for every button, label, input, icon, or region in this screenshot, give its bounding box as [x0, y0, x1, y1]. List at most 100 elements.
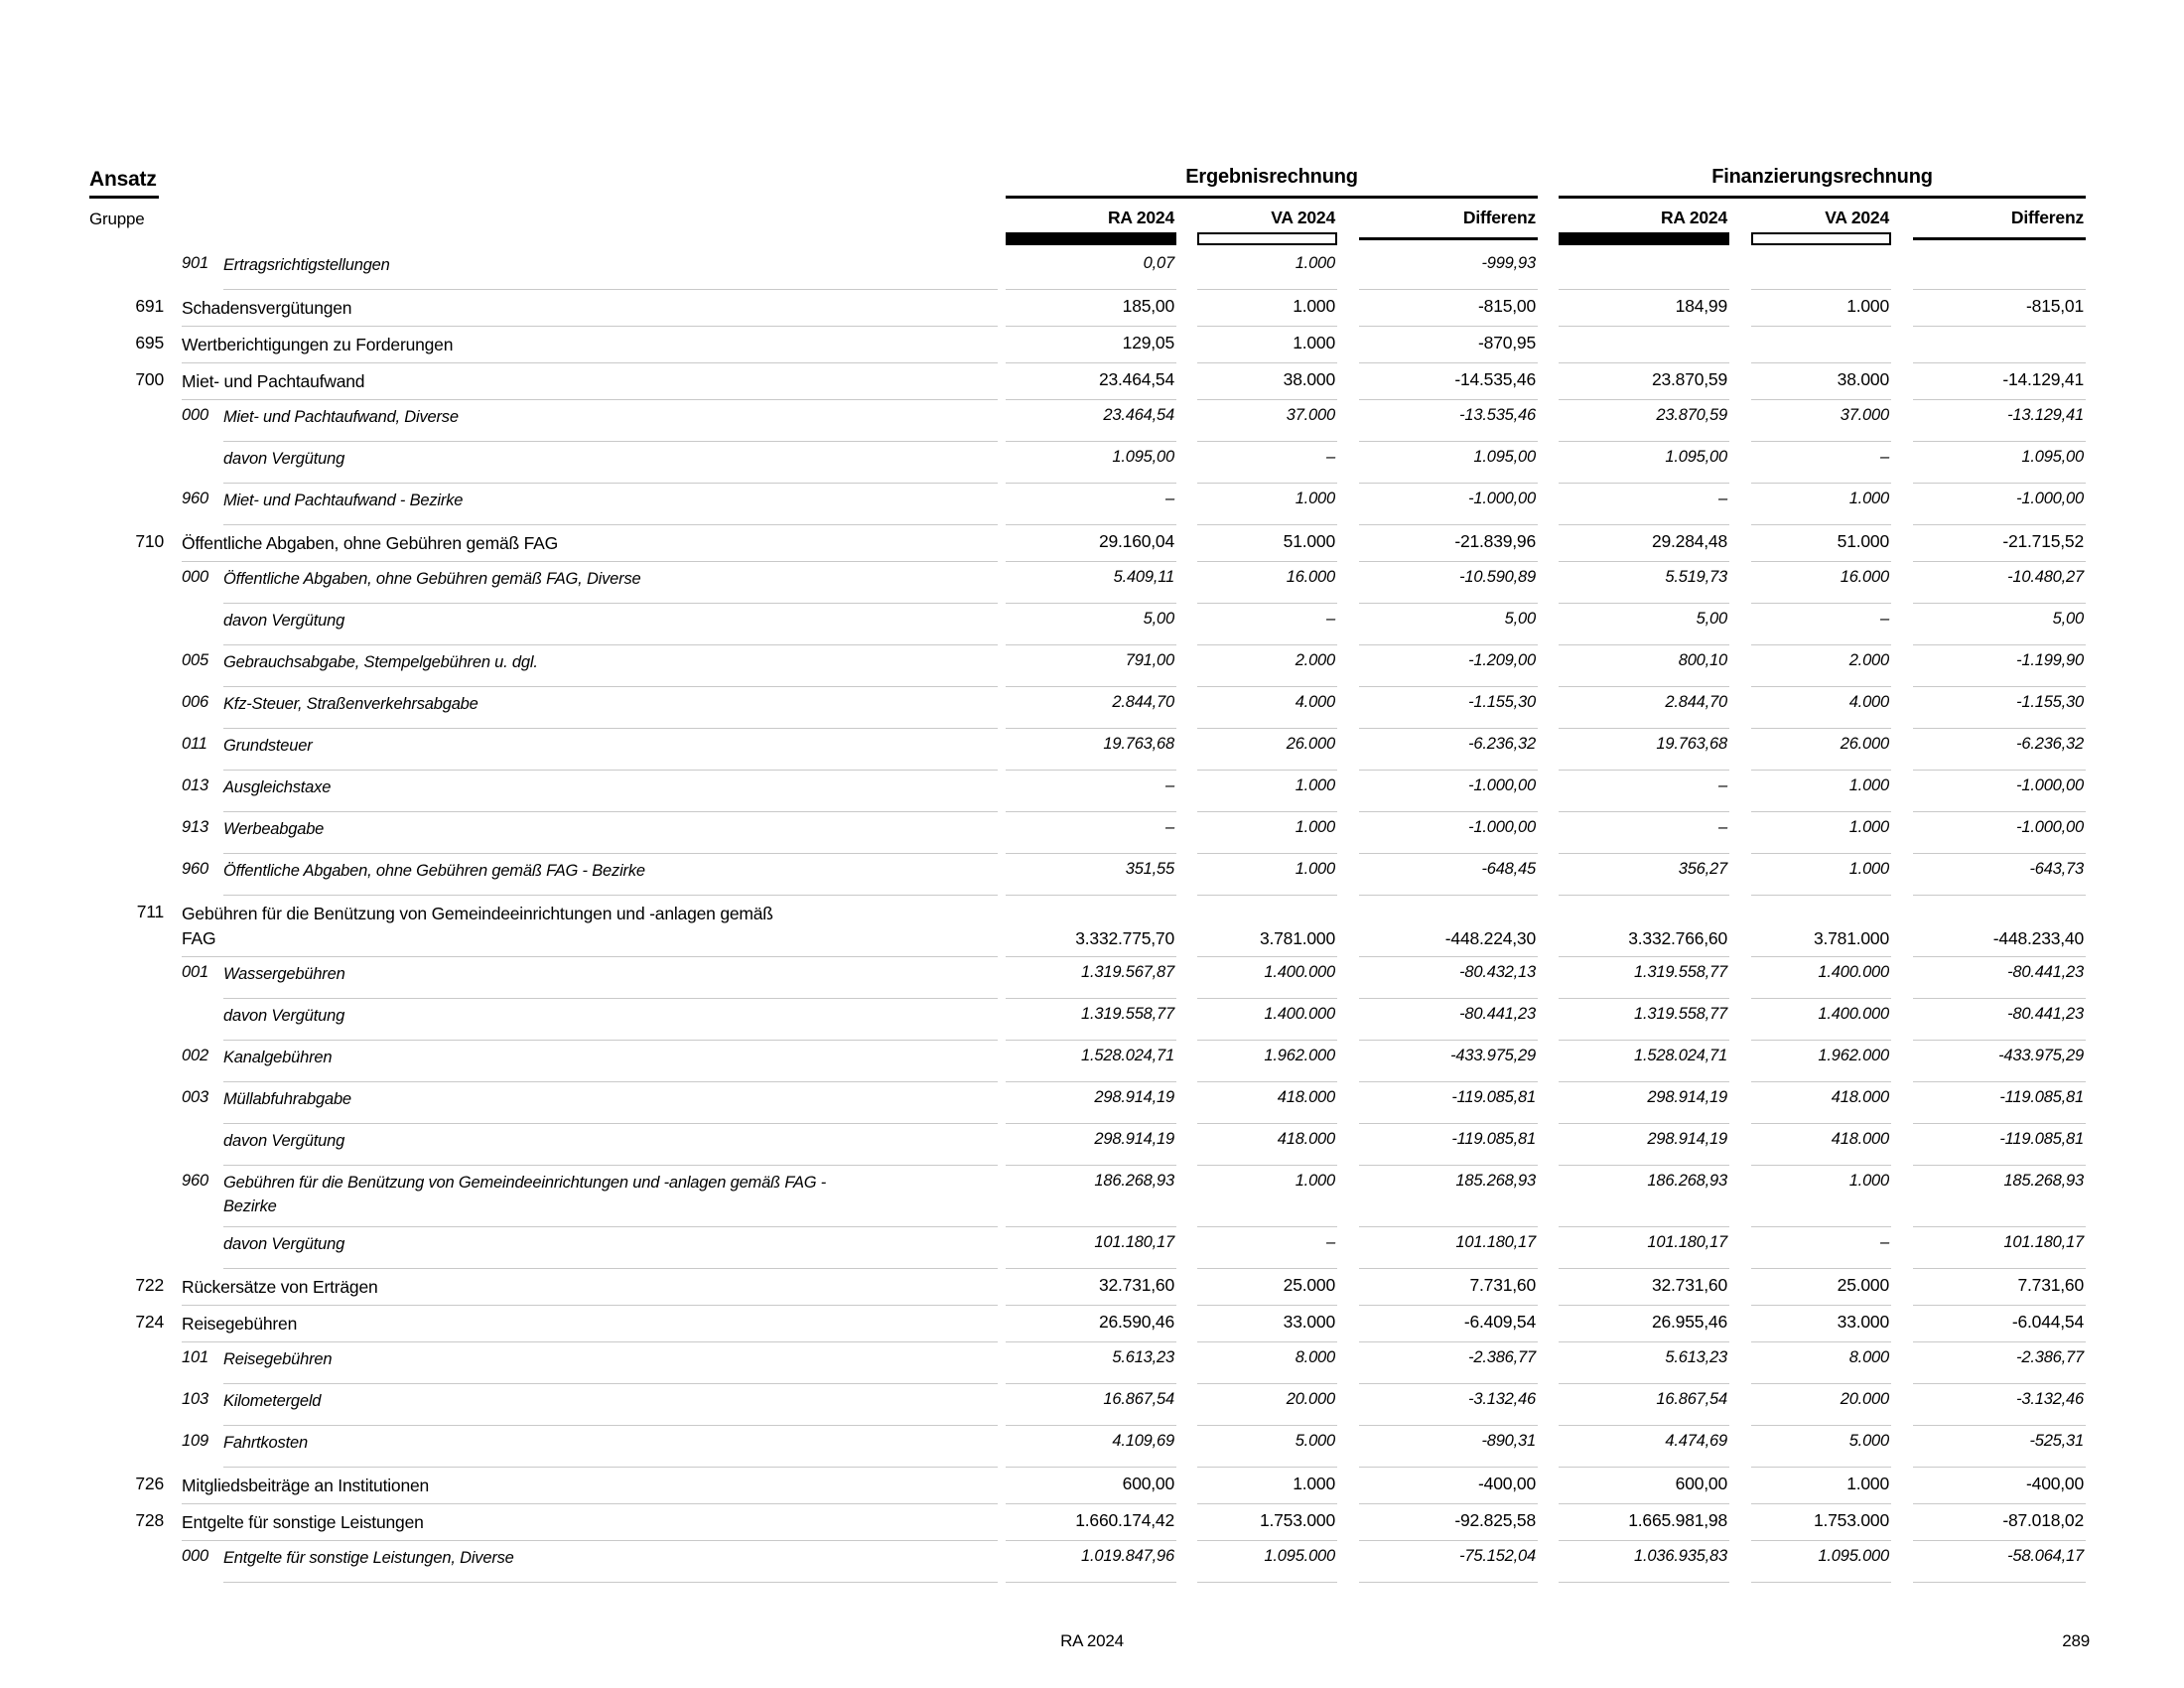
cell-fin-va: 1.753.000 — [1751, 1504, 1891, 1541]
cell-fin-ra: 298.914,19 — [1559, 1082, 1729, 1124]
table-row: 000 Entgelte für sonstige Leistungen, Div… — [0, 1541, 2184, 1583]
cell-fin-ra: 186.268,93 — [1559, 1166, 1729, 1227]
row-label: Öffentliche Abgaben, ohne Gebühren gemäß… — [223, 562, 998, 604]
cell-fin-diff: -3.132,46 — [1913, 1384, 2086, 1426]
row-label: davon Vergütung — [223, 442, 998, 484]
cell-fin-ra: 23.870,59 — [1559, 363, 1729, 400]
row-sub-code: 000 — [182, 568, 208, 586]
cell-erg-va: 38.000 — [1197, 363, 1337, 400]
row-group-code — [89, 1342, 164, 1384]
cell-erg-va: 1.000 — [1197, 1166, 1337, 1227]
cell-fin-va: 37.000 — [1751, 400, 1891, 442]
row-label: Kilometergeld — [223, 1384, 998, 1426]
row-sub-code — [182, 1227, 223, 1269]
cell-erg-va: 1.000 — [1197, 812, 1337, 854]
cell-fin-ra: 26.955,46 — [1559, 1306, 1729, 1342]
cell-fin-ra: 1.319.558,77 — [1559, 957, 1729, 999]
cell-fin-diff: 5,00 — [1913, 604, 2086, 645]
cell-fin-va: 4.000 — [1751, 687, 1891, 729]
table-row: 724 Reisegebühren 26.590,46 33.000 -6.409,54… — [0, 1306, 2184, 1342]
table-row: 000 Öffentliche Abgaben, ohne Gebühren ge… — [0, 562, 2184, 604]
cell-erg-ra: 1.319.567,87 — [1006, 957, 1176, 999]
cell-fin-ra: 5,00 — [1559, 604, 1729, 645]
cell-erg-diff: -80.441,23 — [1359, 999, 1538, 1041]
cell-erg-ra: 3.332.775,70 — [1006, 896, 1176, 957]
table-row: davon Vergütung 1.319.558,77 1.400.000 -80.… — [0, 999, 2184, 1041]
cell-fin-ra: 1.528.024,71 — [1559, 1041, 1729, 1082]
col-header-erg-va: VA 2024 — [1271, 208, 1335, 227]
row-group-code: 724 — [135, 1312, 164, 1332]
cell-erg-va: 16.000 — [1197, 562, 1337, 604]
cell-erg-va: 1.753.000 — [1197, 1504, 1337, 1541]
cell-fin-diff: 7.731,60 — [1913, 1269, 2086, 1306]
row-label: Miet- und Pachtaufwand - Bezirke — [223, 484, 998, 525]
table-row: 960 Öffentliche Abgaben, ohne Gebühren ge… — [0, 854, 2184, 896]
cell-fin-ra: 16.867,54 — [1559, 1384, 1729, 1426]
row-label: Werbeabgabe — [223, 812, 998, 854]
row-label: Ertragsrichtigstellungen — [223, 248, 998, 290]
cell-erg-diff: -999,93 — [1359, 248, 1538, 290]
row-sub-code: 960 — [182, 1172, 208, 1190]
table-row: 005 Gebrauchsabgabe, Stempelgebühren u. d… — [0, 645, 2184, 687]
col-header-erg-diff: Differenz — [1462, 208, 1536, 227]
cell-erg-va: – — [1197, 442, 1337, 484]
cell-erg-diff: -6.409,54 — [1359, 1306, 1538, 1342]
cell-erg-diff: -119.085,81 — [1359, 1124, 1538, 1166]
cell-erg-va: 5.000 — [1197, 1426, 1337, 1468]
table-row: 002 Kanalgebühren 1.528.024,71 1.962.000 -43… — [0, 1041, 2184, 1082]
cell-fin-diff: 1.095,00 — [1913, 442, 2086, 484]
differenz-rule — [1913, 237, 2086, 240]
cell-erg-ra: 23.464,54 — [1006, 400, 1176, 442]
cell-erg-ra: 19.763,68 — [1006, 729, 1176, 771]
cell-erg-va: 20.000 — [1197, 1384, 1337, 1426]
cell-erg-ra: 5.613,23 — [1006, 1342, 1176, 1384]
cell-erg-diff: -119.085,81 — [1359, 1082, 1538, 1124]
row-group-code — [89, 1426, 164, 1468]
row-group-code — [89, 400, 164, 442]
row-group-code: 711 — [136, 902, 165, 921]
cell-fin-va: 16.000 — [1751, 562, 1891, 604]
cell-fin-va: 1.400.000 — [1751, 957, 1891, 999]
row-group-code: 728 — [135, 1510, 164, 1530]
legend-bars-row — [0, 231, 2184, 248]
cell-fin-ra: 19.763,68 — [1559, 729, 1729, 771]
row-sub-code — [182, 442, 223, 484]
cell-erg-va: 1.095.000 — [1197, 1541, 1337, 1583]
cell-erg-ra: 5.409,11 — [1006, 562, 1176, 604]
cell-erg-va: 25.000 — [1197, 1269, 1337, 1306]
col-header-erg-ra: RA 2024 — [1107, 208, 1174, 227]
cell-fin-ra: – — [1559, 484, 1729, 525]
cell-fin-ra: 600,00 — [1559, 1468, 1729, 1504]
row-label: davon Vergütung — [223, 1227, 998, 1269]
cell-erg-ra: 23.464,54 — [1006, 363, 1176, 400]
cell-erg-va: 1.000 — [1197, 1468, 1337, 1504]
cell-erg-ra: 101.180,17 — [1006, 1227, 1176, 1269]
table-row: 960 Miet- und Pachtaufwand - Bezirke – 1.00… — [0, 484, 2184, 525]
row-sub-code: 109 — [182, 1432, 208, 1450]
cell-fin-va: 33.000 — [1751, 1306, 1891, 1342]
cell-fin-diff: -448.233,40 — [1913, 896, 2086, 957]
cell-erg-ra: 351,55 — [1006, 854, 1176, 896]
cell-erg-va: 418.000 — [1197, 1082, 1337, 1124]
table-row: 001 Wassergebühren 1.319.567,87 1.400.000 -8… — [0, 957, 2184, 999]
cell-fin-diff: -1.000,00 — [1913, 812, 2086, 854]
cell-fin-ra — [1559, 327, 1729, 363]
row-sub-code: 960 — [182, 490, 208, 507]
cell-fin-diff — [1913, 248, 2086, 290]
cell-erg-va: 1.000 — [1197, 484, 1337, 525]
table-row: 901 Ertragsrichtigstellungen 0,07 1.000 -999… — [0, 248, 2184, 290]
cell-erg-va: 37.000 — [1197, 400, 1337, 442]
table-row: 013 Ausgleichstaxe –1.000 -1.000,00–1.000 -1… — [0, 771, 2184, 812]
cell-fin-va: 38.000 — [1751, 363, 1891, 400]
cell-erg-va: – — [1197, 1227, 1337, 1269]
cell-fin-ra: 32.731,60 — [1559, 1269, 1729, 1306]
cell-erg-diff: -648,45 — [1359, 854, 1538, 896]
cell-fin-va: 8.000 — [1751, 1342, 1891, 1384]
table-row: 101 Reisegebühren 5.613,23 8.000 -2.386,77 5.… — [0, 1342, 2184, 1384]
row-sub-code: 003 — [182, 1088, 208, 1106]
table-row: 011 Grundsteuer 19.763,68 26.000 -6.236,32 19… — [0, 729, 2184, 771]
gruppe-label: Gruppe — [89, 210, 145, 228]
cell-fin-diff: -87.018,02 — [1913, 1504, 2086, 1541]
row-label: Gebrauchsabgabe, Stempelgebühren u. dgl. — [223, 645, 998, 687]
cell-fin-diff: -6.236,32 — [1913, 729, 2086, 771]
